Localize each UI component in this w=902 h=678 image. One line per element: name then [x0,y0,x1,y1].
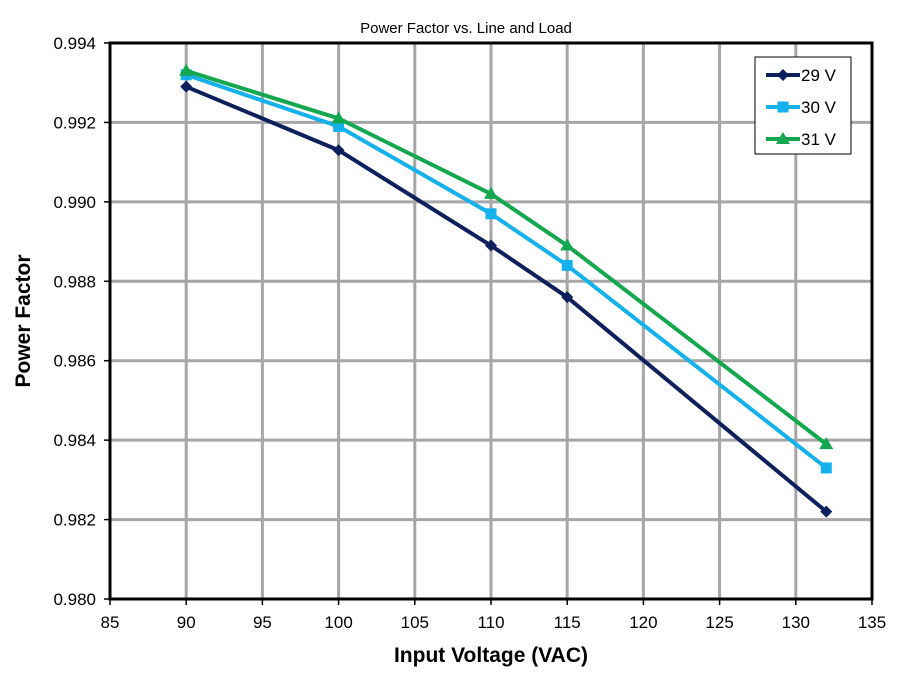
data-point-31v [331,111,346,124]
x-tick-label: 105 [401,613,429,632]
data-point-29v [485,239,497,252]
data-point-29v [180,80,193,93]
data-point-30v [333,120,345,132]
data-point-30v [561,259,573,271]
x-tick-label: 85 [101,613,120,632]
chart-title: Power Factor vs. Line and Load [360,20,572,37]
x-tick-label: 100 [324,613,352,632]
data-point-29v [820,505,833,518]
data-point-31v [560,238,575,251]
x-tick-label: 95 [253,613,272,632]
y-tick-label: 0.994 [53,34,96,53]
y-tick-label: 0.992 [53,113,96,132]
x-tick-label: 120 [629,613,657,632]
series-line-29v [185,84,828,514]
y-tick-label: 0.980 [53,590,96,609]
data-point-29v [561,291,574,304]
legend-label-29v: 29 V [801,66,837,85]
y-tick-label: 0.986 [53,352,96,371]
data-point-31v [819,437,834,450]
series-line-30v [185,72,828,470]
y-tick-label: 0.982 [53,511,96,530]
x-tick-label: 130 [782,613,810,632]
data-point-29v [332,144,345,157]
data-point-30v [820,462,832,474]
legend-label-30v: 30 V [801,98,837,117]
data-point-31v [484,186,498,199]
x-tick-label: 110 [477,613,504,632]
legend: 29 V 30 V 31 V [754,56,852,155]
y-axis-label: Power Factor [12,254,35,387]
x-axis-label: Input Voltage (VAC) [394,644,588,667]
legend-label-31v: 31 V [801,130,837,149]
y-tick-label: 0.984 [53,431,96,450]
x-tick-label: 125 [705,613,733,632]
legend-marker-30v [777,101,789,113]
x-tick-label: 115 [554,613,581,632]
legend-marker-31v [776,132,790,144]
y-tick-label: 0.990 [53,193,96,212]
legend-marker-29v [777,69,789,81]
data-point-31v [179,63,194,76]
x-tick-label: 90 [177,613,196,632]
x-tick-label: 135 [858,613,886,632]
data-point-30v [485,208,497,220]
y-tick-label: 0.988 [53,272,96,291]
